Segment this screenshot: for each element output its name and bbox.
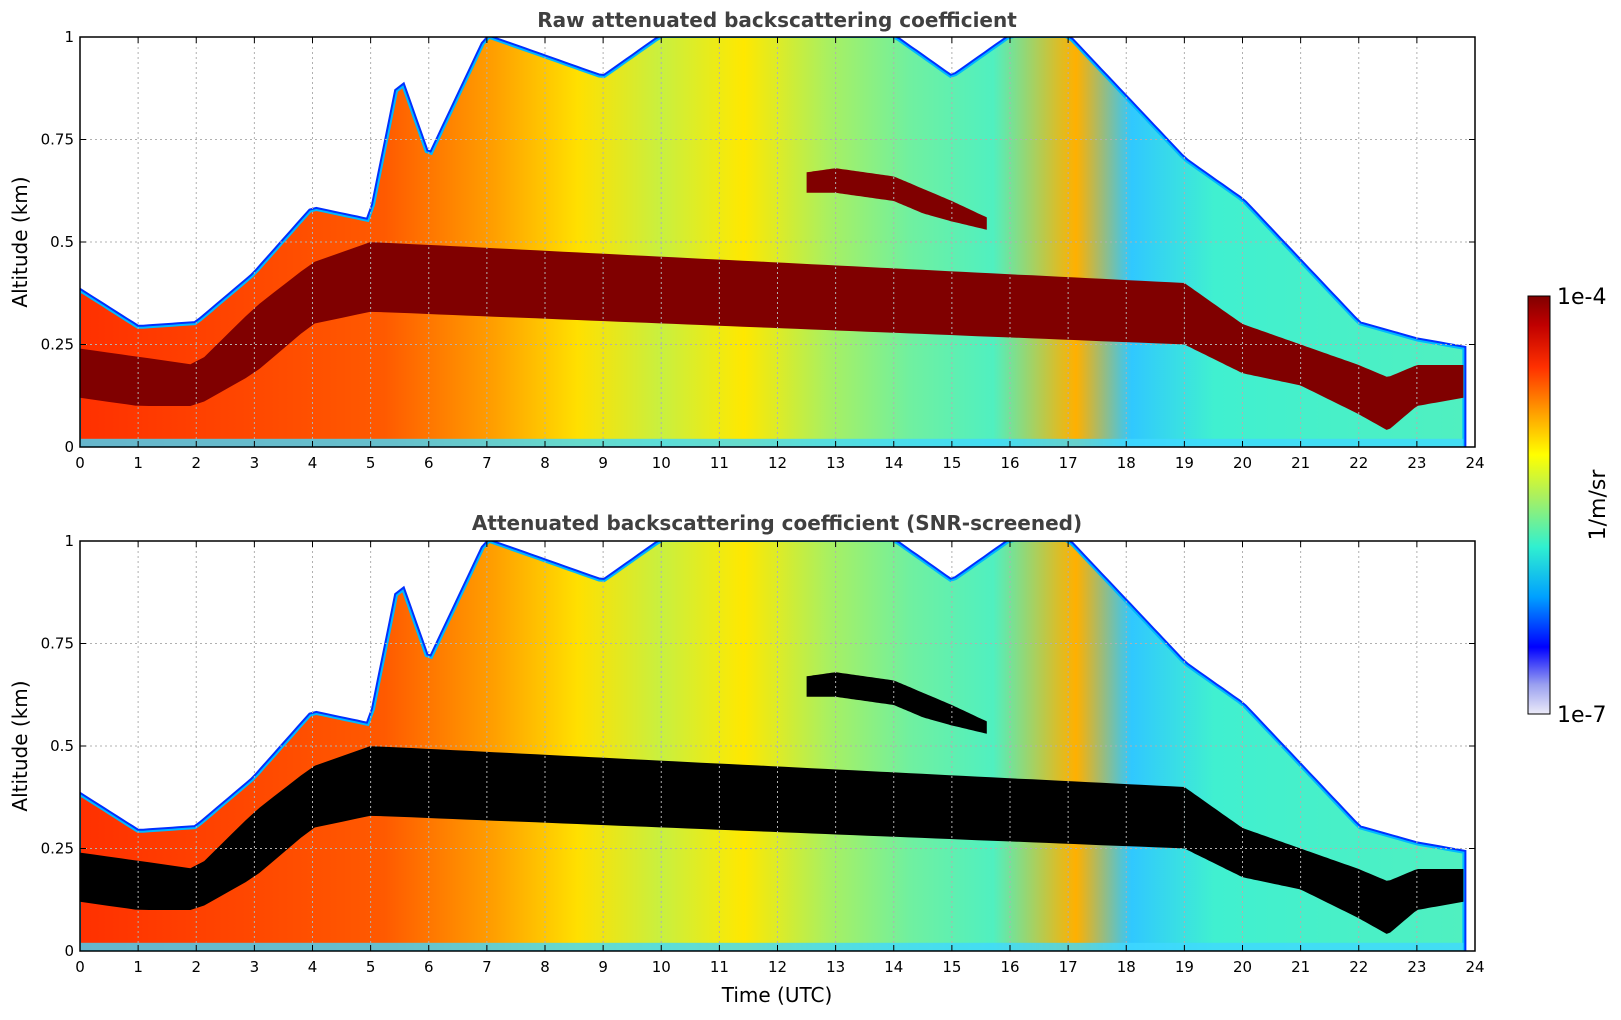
x-tick-label: 24 <box>1465 454 1484 472</box>
grid <box>80 37 1475 447</box>
x-tick-label: 13 <box>826 454 845 472</box>
x-tick-label: 18 <box>1117 958 1136 976</box>
x-axis: 0 1 2 3 4 5 6 7 8 9 10 11 12 13 14 15 16 17 18 19 20 21 22 23 24 <box>75 541 1485 976</box>
colorbar-min-label: 1e-7 <box>1557 703 1606 728</box>
x-tick-label: 1 <box>133 958 143 976</box>
colorbar-max-label: 1e-4 <box>1557 285 1606 310</box>
x-tick-label: 11 <box>710 454 729 472</box>
x-tick-label: 4 <box>308 958 318 976</box>
x-tick-label: 10 <box>652 454 671 472</box>
x-tick-label: 2 <box>191 958 201 976</box>
boundary-layer-morning <box>80 746 1185 910</box>
x-tick-label: 12 <box>768 454 787 472</box>
x-tick-label: 20 <box>1233 454 1252 472</box>
x-tick-label: 10 <box>652 958 671 976</box>
x-tick-label: 21 <box>1291 454 1310 472</box>
x-tick-label: 6 <box>424 454 434 472</box>
x-tick-label: 22 <box>1349 454 1368 472</box>
elevated-cloud <box>806 168 987 230</box>
y-tick-label: 0.75 <box>41 635 74 653</box>
y-tick-label: 0.5 <box>50 737 74 755</box>
x-tick-label: 5 <box>366 958 376 976</box>
x-axis-label: Time (UTC) <box>721 983 833 1007</box>
x-tick-label: 19 <box>1175 454 1194 472</box>
x-tick-label: 22 <box>1349 958 1368 976</box>
x-tick-label: 17 <box>1059 958 1078 976</box>
x-tick-label: 8 <box>540 958 550 976</box>
panel-raw: Raw attenuated backscattering coefficien… <box>8 8 1485 472</box>
x-tick-label: 15 <box>942 958 961 976</box>
colorbar-label: 1/m/sr <box>1586 469 1611 541</box>
y-axis-label: Altitude (km) <box>8 176 32 307</box>
boundary-layer-morning <box>80 242 1185 406</box>
surface-strip <box>80 942 1464 951</box>
chart-title: Raw attenuated backscattering coefficien… <box>537 8 1017 32</box>
colorbar: 1e-4 1e-7 1/m/sr <box>1527 285 1611 728</box>
x-tick-label: 7 <box>482 454 492 472</box>
boundary-layer-evening <box>1184 283 1464 430</box>
x-tick-label: 19 <box>1175 958 1194 976</box>
y-tick-label: 0.5 <box>50 233 74 251</box>
x-tick-label: 0 <box>75 454 85 472</box>
panel-snr-screened: Attenuated backscattering coefficient (S… <box>8 511 1485 1007</box>
x-tick-label: 8 <box>540 454 550 472</box>
y-tick-label: 0.75 <box>41 131 74 149</box>
x-tick-label: 13 <box>826 958 845 976</box>
grid <box>80 541 1475 951</box>
x-axis: 0 1 2 3 4 5 6 7 8 9 10 11 12 13 14 15 16 17 18 19 20 21 22 23 24 <box>75 37 1485 472</box>
x-tick-label: 6 <box>424 958 434 976</box>
surface-strip <box>80 438 1464 447</box>
x-tick-label: 7 <box>482 958 492 976</box>
y-axis: 0 0.25 0.5 0.75 1 <box>41 28 1475 456</box>
y-tick-label: 1 <box>64 28 74 46</box>
x-tick-label: 5 <box>366 454 376 472</box>
x-tick-label: 3 <box>250 958 260 976</box>
colorbar-gradient <box>1527 295 1551 715</box>
x-tick-label: 16 <box>1000 454 1019 472</box>
y-axis-label: Altitude (km) <box>8 680 32 811</box>
x-tick-label: 18 <box>1117 454 1136 472</box>
chart-title: Attenuated backscattering coefficient (S… <box>472 511 1082 535</box>
x-tick-label: 14 <box>884 958 903 976</box>
x-tick-label: 23 <box>1407 454 1426 472</box>
x-tick-label: 16 <box>1000 958 1019 976</box>
x-tick-label: 21 <box>1291 958 1310 976</box>
x-tick-label: 9 <box>598 454 608 472</box>
x-tick-label: 11 <box>710 958 729 976</box>
x-tick-label: 4 <box>308 454 318 472</box>
x-tick-label: 20 <box>1233 958 1252 976</box>
x-tick-label: 9 <box>598 958 608 976</box>
y-axis: 0 0.25 0.5 0.75 1 <box>41 532 1475 960</box>
y-tick-label: 0 <box>64 438 74 456</box>
x-tick-label: 3 <box>250 454 260 472</box>
x-tick-label: 0 <box>75 958 85 976</box>
x-tick-label: 17 <box>1059 454 1078 472</box>
boundary-layer-evening <box>1184 787 1464 934</box>
x-tick-label: 14 <box>884 454 903 472</box>
y-tick-label: 0 <box>64 942 74 960</box>
y-tick-label: 0.25 <box>41 336 74 354</box>
elevated-cloud <box>806 672 987 734</box>
x-tick-label: 24 <box>1465 958 1484 976</box>
x-tick-label: 1 <box>133 454 143 472</box>
y-tick-label: 0.25 <box>41 840 74 858</box>
x-tick-label: 23 <box>1407 958 1426 976</box>
x-tick-label: 12 <box>768 958 787 976</box>
y-tick-label: 1 <box>64 532 74 550</box>
x-tick-label: 15 <box>942 454 961 472</box>
x-tick-label: 2 <box>191 454 201 472</box>
